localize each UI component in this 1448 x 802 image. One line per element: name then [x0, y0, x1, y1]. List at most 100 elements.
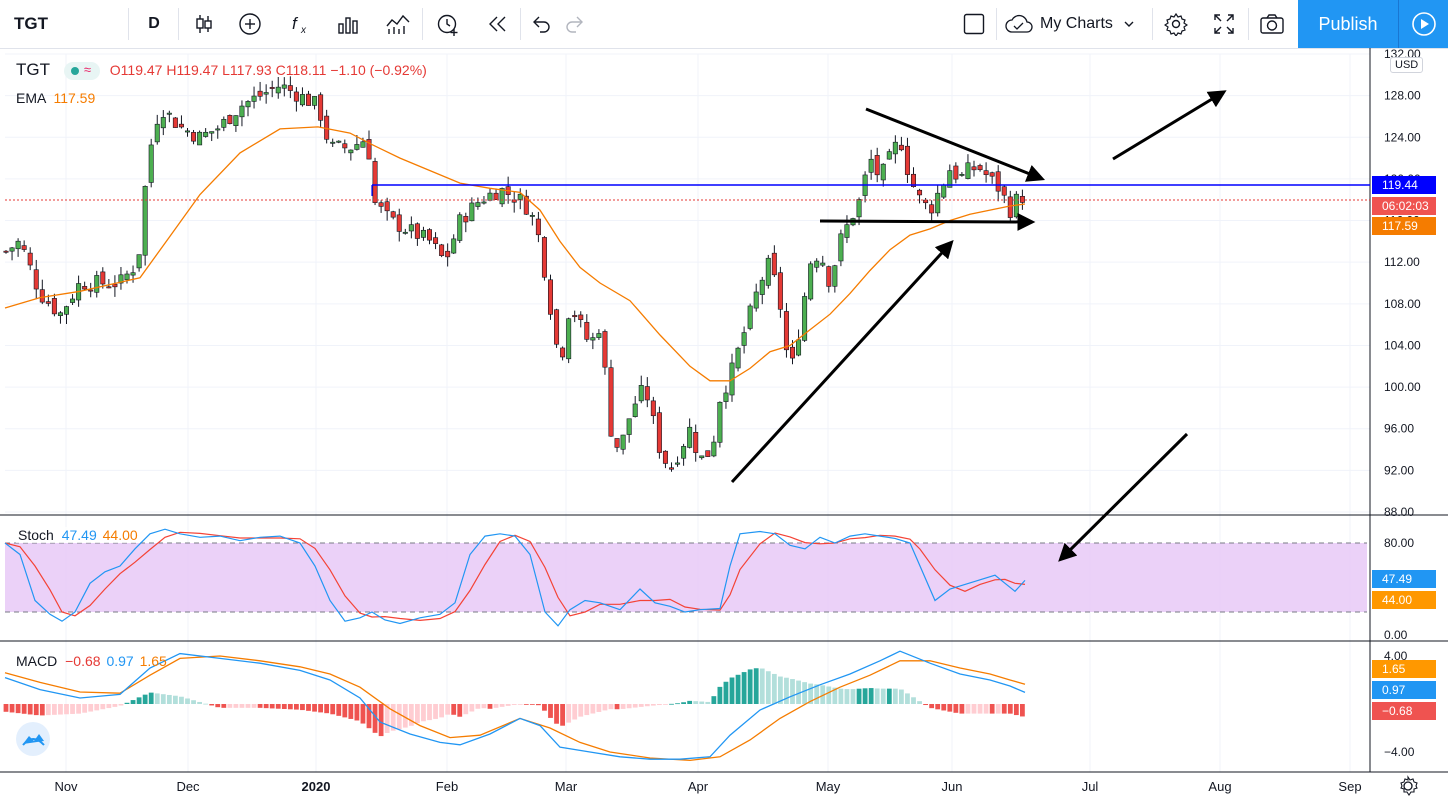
macd-hist-bar — [814, 684, 820, 704]
replay-icon[interactable] — [482, 8, 514, 40]
undo-icon[interactable] — [526, 8, 556, 40]
macd-hist-bar — [94, 704, 100, 711]
macd-hist-bar — [862, 688, 868, 704]
candle-body — [965, 162, 971, 179]
fullscreen-icon[interactable] — [1208, 8, 1240, 40]
candle-body — [360, 141, 366, 148]
candle-body — [166, 112, 172, 115]
macd-line — [4, 650, 1026, 760]
candle-body — [45, 301, 51, 304]
macd-hist-bar — [439, 704, 444, 718]
candle-body — [572, 315, 578, 318]
stoch-label[interactable]: Stoch — [18, 527, 54, 543]
macd-hist-bar — [669, 703, 674, 705]
macd-hist-bar — [899, 689, 904, 704]
macd-hist-bar — [844, 689, 850, 704]
macd-hist-bar — [269, 704, 275, 709]
candle-body — [705, 450, 711, 457]
time-axis[interactable]: Nov Dec 2020 Feb Mar Apr May Jun Jul Aug Sep — [54, 779, 1361, 794]
arrow-stoch-pointer[interactable] — [1058, 432, 1189, 562]
candle-body — [723, 392, 729, 402]
candle-body — [802, 296, 808, 341]
currency-label[interactable]: USD — [1390, 57, 1424, 73]
macd-label[interactable]: MACD — [16, 653, 58, 669]
snapshot-camera-icon[interactable] — [1256, 8, 1288, 40]
candle-body — [15, 240, 21, 250]
macd-hist-bar — [124, 702, 130, 704]
macd-signal-line — [4, 655, 1026, 762]
countdown-badge: 06:02:03 — [1372, 197, 1436, 215]
macd-hist-bar — [517, 704, 523, 705]
settings-gear-icon[interactable] — [1160, 8, 1192, 40]
play-icon[interactable] — [1398, 0, 1448, 48]
macd-hist-bar — [620, 704, 626, 709]
candle-body — [463, 216, 469, 223]
add-indicator-icon[interactable] — [234, 8, 266, 40]
candle-body — [70, 298, 76, 303]
macd-hist-bar — [995, 704, 1001, 714]
legend-symbol[interactable]: TGT — [16, 60, 50, 79]
arrow-uptrend[interactable] — [730, 240, 954, 484]
redo-icon[interactable] — [560, 8, 590, 40]
bar-chart-icon[interactable] — [332, 8, 364, 40]
candle-body — [112, 283, 118, 288]
candle-body — [874, 155, 880, 176]
axis-settings-gear-icon[interactable] — [1400, 775, 1418, 796]
macd-hist-bar — [287, 704, 293, 710]
layout-square-icon[interactable] — [958, 8, 990, 40]
candle-body — [808, 263, 814, 300]
candle-body — [82, 286, 88, 290]
time-tick-label: Jul — [1082, 779, 1099, 794]
legend-visibility-toggle[interactable]: ≈ — [63, 62, 100, 81]
macd-hist-bar — [880, 688, 886, 704]
candle-style-icon[interactable] — [188, 8, 220, 40]
price-tick-label: 88.00 — [1384, 505, 1414, 519]
publish-button[interactable]: Publish — [1298, 0, 1398, 48]
arrow-support-line[interactable] — [819, 212, 1036, 231]
macd-hist-bar — [886, 688, 892, 704]
candle-body — [281, 84, 287, 89]
candle-body — [9, 247, 15, 252]
candle-body — [644, 386, 650, 401]
candle-body — [148, 144, 154, 183]
macd-hist-bar — [596, 704, 602, 712]
candle-body — [372, 161, 378, 203]
candle-body — [287, 85, 293, 91]
ema-label[interactable]: EMA — [16, 90, 46, 106]
candle-body — [602, 331, 608, 368]
candle-body — [27, 252, 33, 266]
macd-hist-bar — [590, 704, 596, 714]
tradingview-logo-icon[interactable] — [16, 722, 50, 756]
macd-hist-bar — [723, 681, 729, 704]
my-charts-button[interactable]: My Charts — [1004, 8, 1152, 40]
candle-body — [203, 131, 209, 137]
arrow-breakout-up[interactable] — [1112, 90, 1227, 161]
stoch-d-badge: 44.00 — [1372, 591, 1436, 609]
macd-hist-bar — [112, 704, 118, 707]
macd-hist-bar — [971, 704, 977, 714]
macd-hist-bar — [312, 704, 317, 712]
macd-hist-bar — [52, 704, 57, 715]
candle-body — [626, 418, 632, 435]
arrow-upper-trendline[interactable] — [865, 107, 1046, 182]
macd-hist-bar — [584, 704, 590, 716]
stoch-k-badge: 47.49 — [1372, 570, 1436, 588]
candle-body — [820, 262, 826, 266]
macd-hist-bar — [947, 704, 953, 712]
symbol-search-button[interactable]: TGT — [14, 14, 48, 33]
chart-canvas[interactable]: 132.00128.00124.00120.00116.00112.00108.… — [0, 48, 1448, 802]
macd-hist-bar — [911, 697, 916, 704]
alert-clock-icon[interactable] — [432, 8, 464, 40]
candle-body — [354, 144, 360, 150]
candle-body — [614, 438, 620, 448]
interval-button[interactable]: D — [148, 15, 160, 32]
price-axis[interactable]: 132.00128.00124.00120.00116.00112.00108.… — [1384, 48, 1421, 519]
candle-body — [753, 291, 759, 309]
candle-body — [209, 131, 215, 134]
stoch-k-line — [4, 528, 1026, 627]
compare-icon[interactable] — [382, 8, 414, 40]
candle-body — [886, 151, 892, 160]
macd-hist-bar — [427, 704, 432, 721]
